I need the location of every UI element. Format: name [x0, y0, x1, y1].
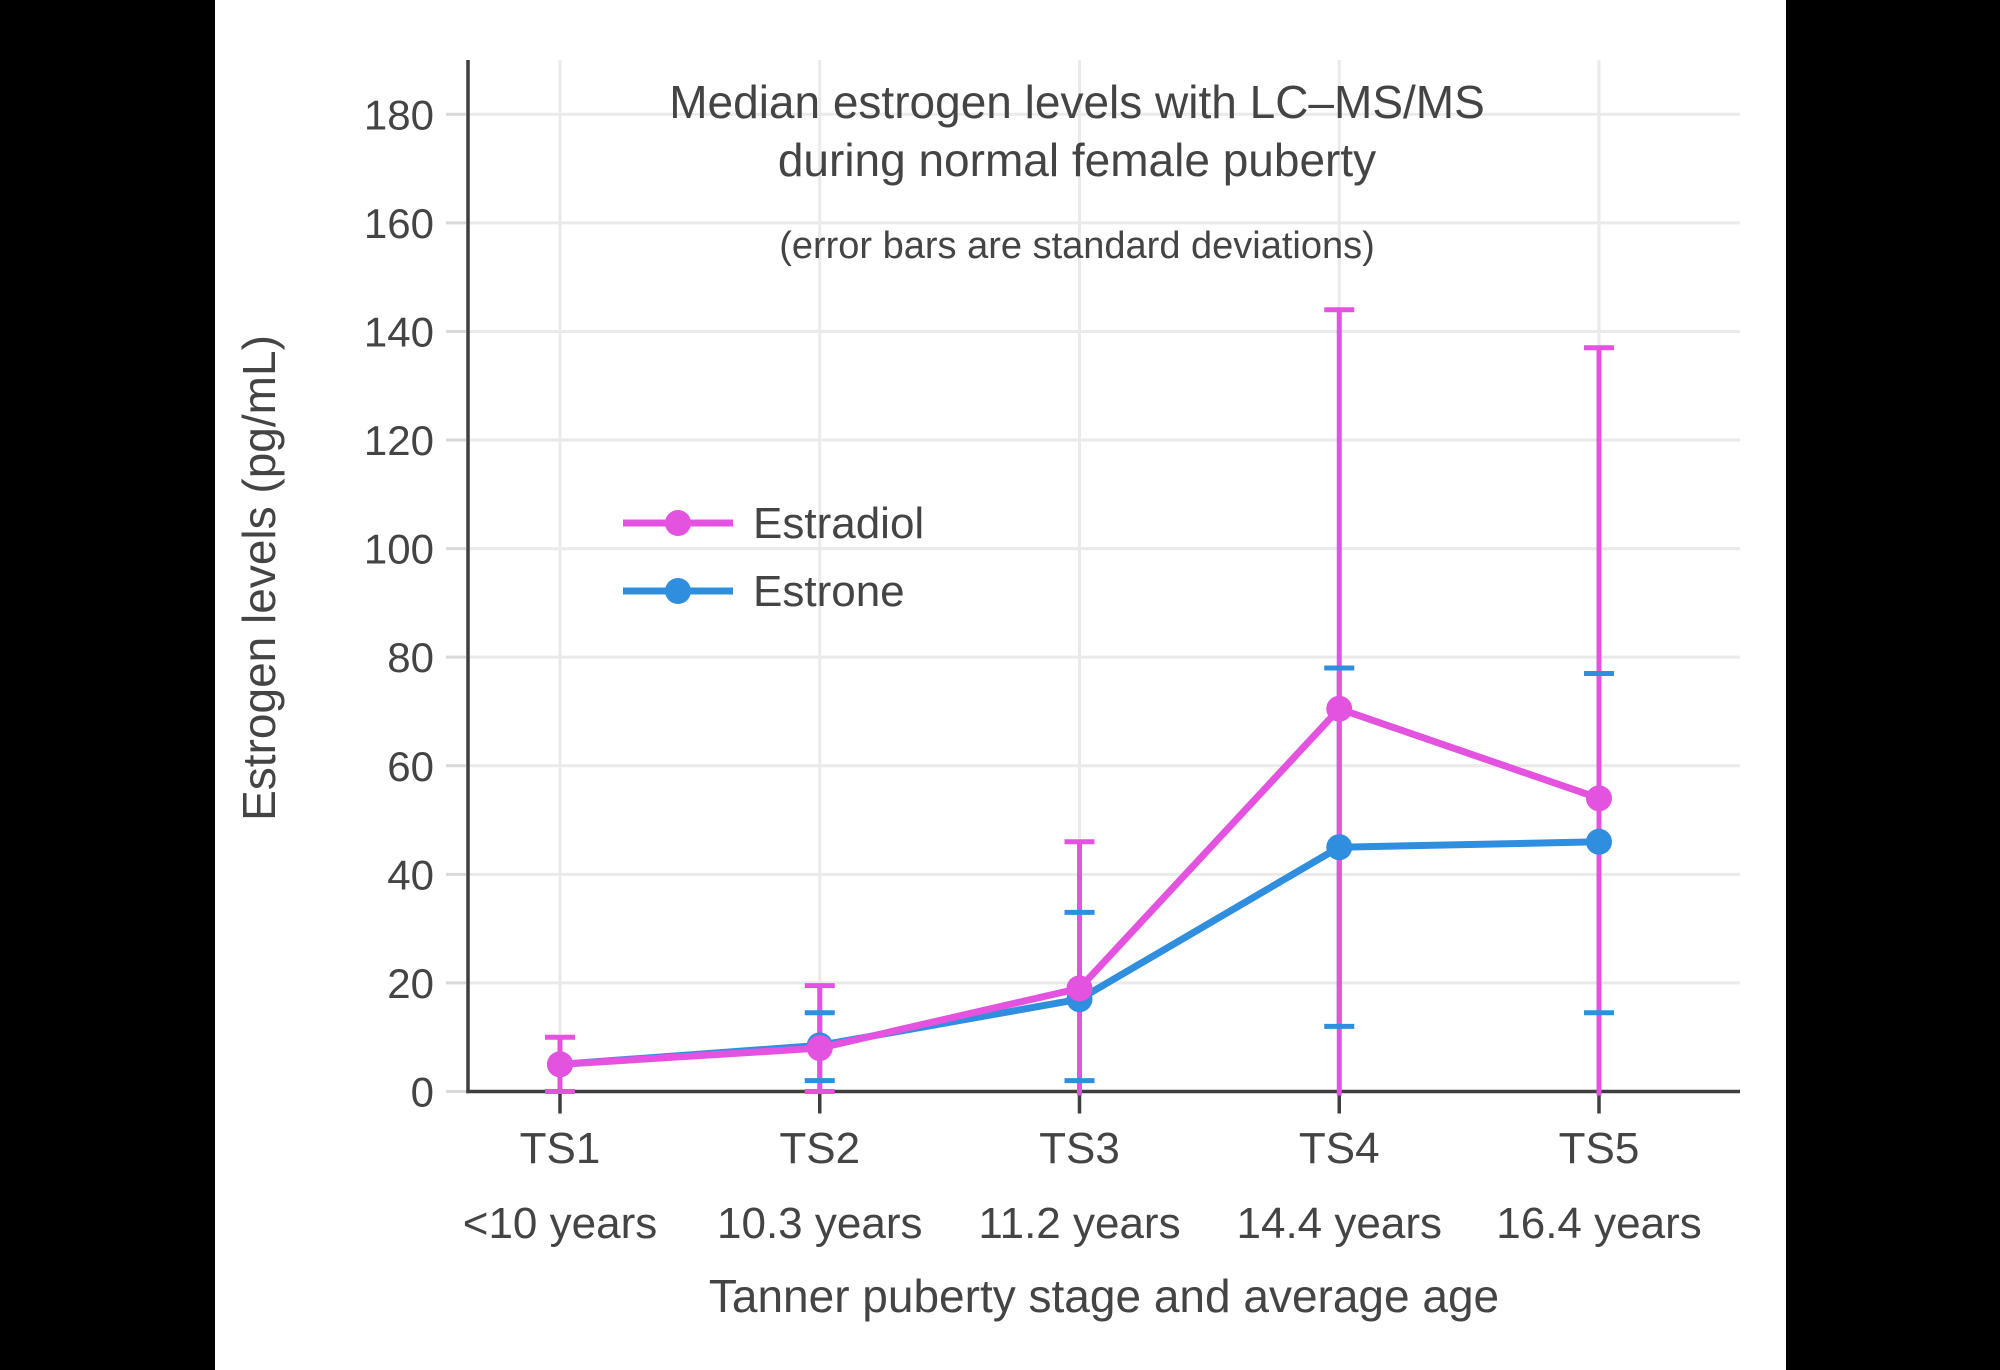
- y-tick-label: 120: [364, 417, 434, 464]
- legend-estradiol-label: Estradiol: [753, 499, 924, 548]
- x-age-label: 16.4 years: [1496, 1199, 1701, 1248]
- y-tick-label: 0: [411, 1069, 434, 1116]
- estradiol-marker: [1586, 785, 1612, 812]
- y-tick-label: 40: [387, 851, 434, 898]
- x-category-label: TS1: [520, 1124, 601, 1173]
- y-axis-title: Estrogen levels (pg/mL): [233, 335, 285, 821]
- x-axis-title: Tanner puberty stage and average age: [709, 1270, 1499, 1322]
- y-tick-label: 60: [387, 743, 434, 790]
- y-tick-label: 80: [387, 634, 434, 681]
- x-category-label: TS4: [1299, 1124, 1380, 1173]
- legend-estradiol-swatch-marker: [665, 510, 691, 536]
- y-tick-label: 140: [364, 308, 434, 355]
- estrone-marker: [1326, 834, 1353, 861]
- estrone-marker: [1586, 828, 1612, 855]
- x-age-label: 11.2 years: [978, 1199, 1180, 1248]
- x-age-label: 10.3 years: [717, 1199, 922, 1248]
- estrogen-chart: 0 20 40 60 80 100 120 140 160 180 TS1 <10 years TS2 1…: [233, 60, 1740, 1322]
- estradiol-marker: [1326, 695, 1353, 722]
- estradiol-marker: [547, 1051, 573, 1078]
- estradiol-marker: [1066, 975, 1093, 1002]
- y-tick-label: 20: [387, 960, 434, 1007]
- y-tick-label: 100: [364, 526, 434, 573]
- chart-subtitle: (error bars are standard deviations): [779, 225, 1375, 267]
- x-age-label: 14.4 years: [1237, 1199, 1442, 1248]
- x-age-label: <10 years: [463, 1199, 657, 1248]
- legend: Estradiol Estrone: [623, 499, 924, 616]
- estradiol-marker: [806, 1035, 833, 1062]
- legend-estrone-label: Estrone: [753, 567, 905, 616]
- chart-title-line2: during normal female puberty: [778, 134, 1376, 186]
- y-tick-label: 160: [364, 200, 434, 247]
- y-tick-label: 180: [364, 91, 434, 138]
- x-category-label: TS2: [779, 1124, 860, 1173]
- chart-title-line1: Median estrogen levels with LC–MS/MS: [669, 76, 1485, 128]
- x-category-label: TS3: [1039, 1124, 1120, 1173]
- plot-area: 0 20 40 60 80 100 120 140 160 180 TS1 <10 years TS2 1…: [364, 60, 1740, 1248]
- chart-panel: 0 20 40 60 80 100 120 140 160 180 TS1 <10 years TS2 1…: [215, 0, 1786, 1370]
- legend-estrone-swatch-marker: [665, 578, 691, 604]
- x-category-label: TS5: [1559, 1124, 1640, 1173]
